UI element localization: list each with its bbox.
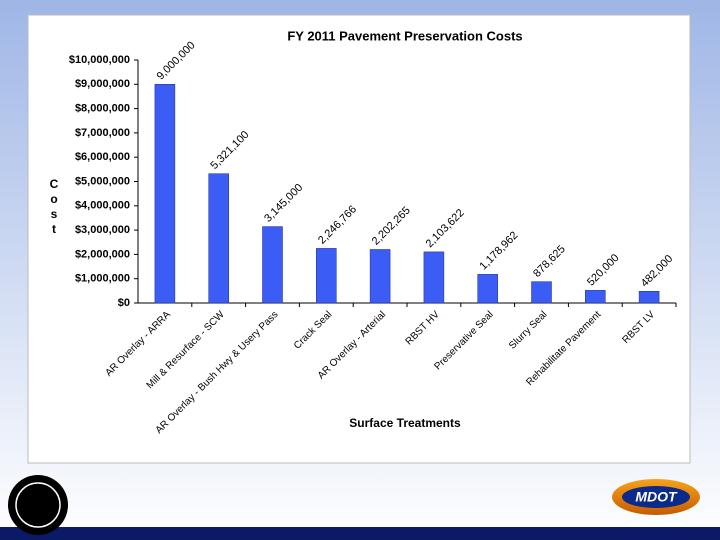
y-tick-label: $7,000,000: [75, 127, 130, 139]
logo-text: MDOT: [635, 489, 678, 505]
bar: [208, 173, 229, 304]
chart-title: FY 2011 Pavement Preservation Costs: [287, 28, 522, 43]
y-tick-label: $4,000,000: [75, 200, 130, 212]
y-tick-label: $10,000,000: [69, 54, 130, 66]
y-tick-label: $8,000,000: [75, 103, 130, 115]
y-tick-label: $3,000,000: [75, 224, 130, 236]
bar: [638, 291, 660, 304]
y-tick-label: $2,000,000: [75, 248, 130, 260]
bar: [477, 274, 498, 304]
seal-logo: [8, 475, 68, 535]
footer-band: [0, 527, 720, 540]
bar: [262, 226, 283, 304]
x-axis-title: Surface Treatments: [349, 416, 461, 430]
y-tick-label: $9,000,000: [75, 78, 130, 90]
bar: [585, 290, 606, 304]
bar: [316, 248, 337, 304]
bar: [423, 251, 445, 304]
bar: [154, 84, 176, 304]
y-tick-label: $1,000,000: [75, 273, 130, 285]
y-tick-label: $6,000,000: [75, 151, 130, 163]
bar: [531, 281, 552, 304]
y-tick-label: $0: [118, 297, 130, 309]
bar: [369, 249, 391, 304]
y-tick-label: $5,000,000: [75, 175, 130, 187]
mdot-logo-inner: [622, 486, 690, 508]
seal-ring: [15, 482, 61, 528]
